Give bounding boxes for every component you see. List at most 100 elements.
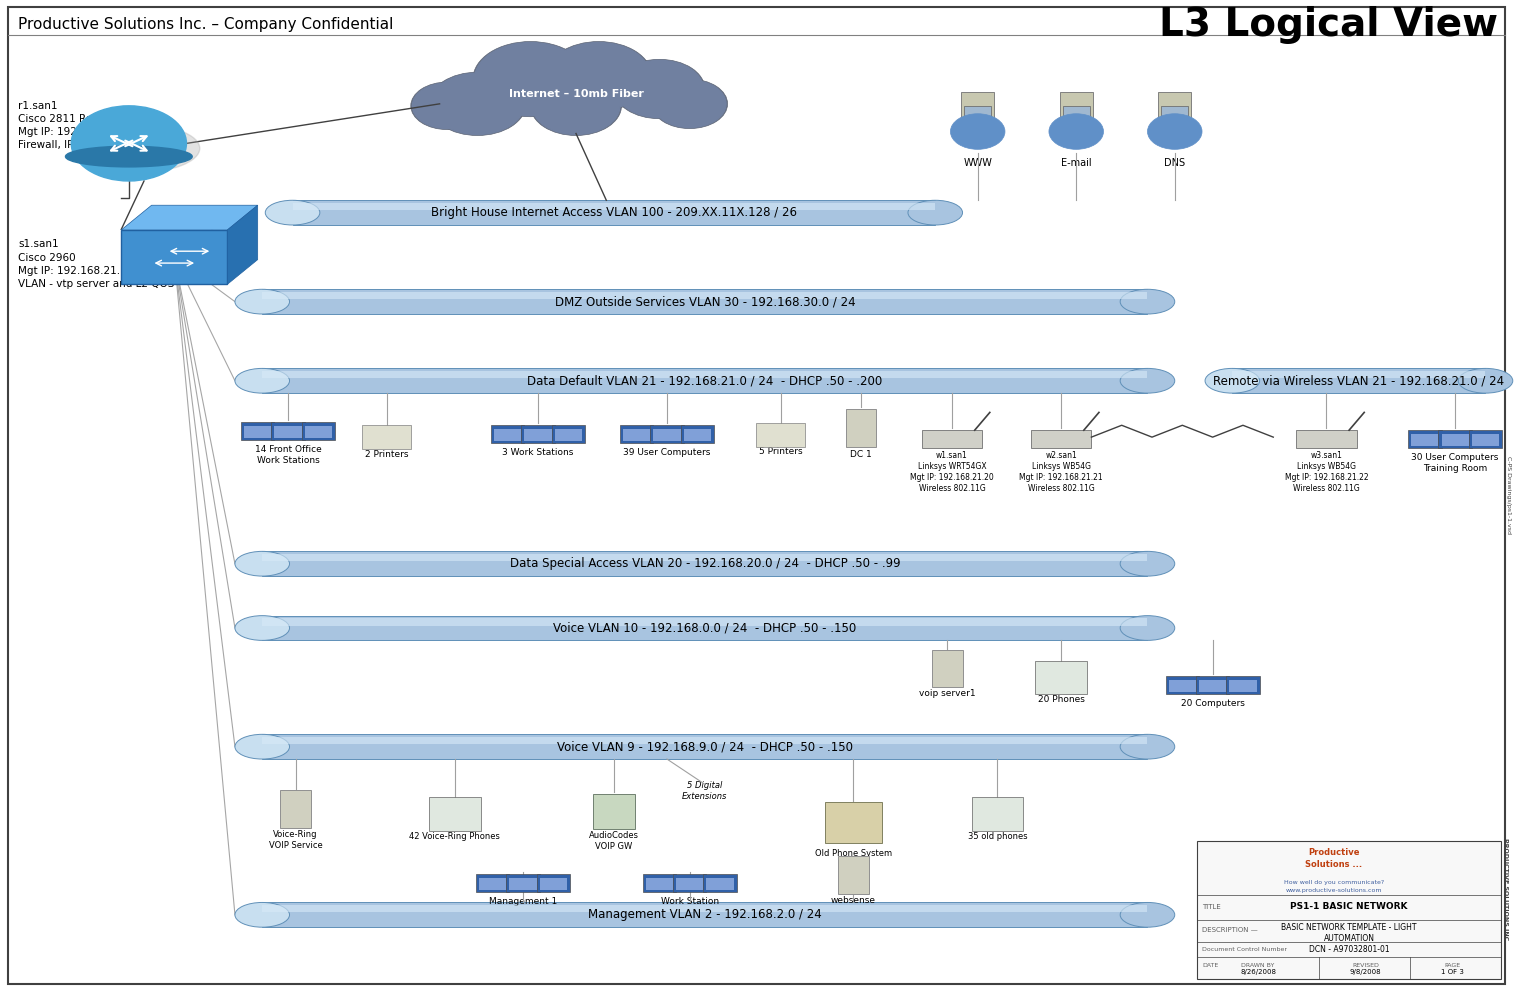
Text: DATE: DATE xyxy=(1203,962,1218,968)
Text: 30 User Computers
Training Room: 30 User Computers Training Room xyxy=(1412,453,1500,473)
Circle shape xyxy=(1049,114,1103,149)
Ellipse shape xyxy=(235,290,289,315)
Ellipse shape xyxy=(1120,552,1175,576)
Circle shape xyxy=(548,43,651,110)
Ellipse shape xyxy=(66,146,192,167)
Text: www.productive-solutions.com: www.productive-solutions.com xyxy=(1286,887,1383,893)
FancyBboxPatch shape xyxy=(263,905,1147,912)
FancyBboxPatch shape xyxy=(824,801,883,843)
Circle shape xyxy=(1147,114,1203,149)
Text: 42 Voice-Ring Phones: 42 Voice-Ring Phones xyxy=(409,832,500,841)
Text: voip server1: voip server1 xyxy=(920,689,975,698)
Circle shape xyxy=(950,114,1004,149)
Text: w2.san1
Linksys WB54G
Mgt IP: 192.168.21.21
Wireless 802.11G: w2.san1 Linksys WB54G Mgt IP: 192.168.21… xyxy=(1020,451,1103,494)
FancyBboxPatch shape xyxy=(263,902,1147,928)
FancyBboxPatch shape xyxy=(521,425,555,443)
FancyBboxPatch shape xyxy=(305,426,332,438)
FancyBboxPatch shape xyxy=(263,734,1147,760)
FancyBboxPatch shape xyxy=(555,429,581,441)
FancyBboxPatch shape xyxy=(263,371,1147,379)
FancyBboxPatch shape xyxy=(1166,676,1200,694)
Text: PRODUCTIVE SOLUTIONS INC.: PRODUCTIVE SOLUTIONS INC. xyxy=(1503,838,1507,943)
FancyBboxPatch shape xyxy=(540,878,568,890)
FancyBboxPatch shape xyxy=(961,92,995,137)
FancyBboxPatch shape xyxy=(1469,430,1503,448)
Text: AudioCodes
VOIP GW: AudioCodes VOIP GW xyxy=(589,831,638,851)
FancyBboxPatch shape xyxy=(292,203,935,211)
FancyBboxPatch shape xyxy=(1229,680,1257,692)
Text: Management VLAN 2 - 192.168.2.0 / 24: Management VLAN 2 - 192.168.2.0 / 24 xyxy=(588,908,821,922)
Circle shape xyxy=(431,73,524,135)
FancyBboxPatch shape xyxy=(241,422,274,440)
Circle shape xyxy=(412,83,481,129)
FancyBboxPatch shape xyxy=(654,429,681,441)
FancyBboxPatch shape xyxy=(1198,841,1501,979)
Text: PS1-1 BASIC NETWORK: PS1-1 BASIC NETWORK xyxy=(1290,902,1407,912)
Text: 20 Phones: 20 Phones xyxy=(1038,695,1084,704)
FancyBboxPatch shape xyxy=(1412,434,1438,446)
FancyBboxPatch shape xyxy=(1441,434,1469,446)
Circle shape xyxy=(614,59,704,119)
Text: Document Control Number: Document Control Number xyxy=(1203,946,1287,952)
FancyBboxPatch shape xyxy=(263,289,1147,315)
FancyBboxPatch shape xyxy=(1409,430,1441,448)
Circle shape xyxy=(615,60,703,118)
FancyBboxPatch shape xyxy=(921,430,983,448)
Text: Bright House Internet Access VLAN 100 - 209.XX.11X.128 / 26: Bright House Internet Access VLAN 100 - … xyxy=(431,206,797,220)
FancyBboxPatch shape xyxy=(537,874,571,892)
Text: 14 Front Office
Work Stations: 14 Front Office Work Stations xyxy=(255,445,321,465)
FancyBboxPatch shape xyxy=(475,874,509,892)
Ellipse shape xyxy=(1120,902,1175,928)
FancyBboxPatch shape xyxy=(363,425,411,449)
Polygon shape xyxy=(122,206,258,230)
Text: 35 old phones: 35 old phones xyxy=(967,832,1027,841)
Text: 2 Printers: 2 Printers xyxy=(365,450,408,459)
Text: Internet – 10mb Fiber: Internet – 10mb Fiber xyxy=(509,89,643,99)
Text: 39 User Computers: 39 User Computers xyxy=(623,448,711,457)
FancyBboxPatch shape xyxy=(623,429,651,441)
Text: C-PS Drawings/ps1-1.vsd: C-PS Drawings/ps1-1.vsd xyxy=(1506,456,1510,533)
Text: WWW: WWW xyxy=(963,158,992,168)
Text: 20 Computers: 20 Computers xyxy=(1181,699,1244,708)
Text: 8/26/2008: 8/26/2008 xyxy=(1240,969,1277,975)
FancyBboxPatch shape xyxy=(620,425,654,443)
FancyBboxPatch shape xyxy=(274,426,301,438)
FancyBboxPatch shape xyxy=(1197,676,1229,694)
FancyBboxPatch shape xyxy=(1169,680,1197,692)
FancyBboxPatch shape xyxy=(683,429,711,441)
Circle shape xyxy=(654,80,726,128)
Text: w3.san1
Linksys WB54G
Mgt IP: 192.168.21.22
Wireless 802.11G: w3.san1 Linksys WB54G Mgt IP: 192.168.21… xyxy=(1284,451,1369,494)
FancyBboxPatch shape xyxy=(478,878,506,890)
FancyBboxPatch shape xyxy=(292,200,935,225)
FancyBboxPatch shape xyxy=(1472,434,1500,446)
FancyBboxPatch shape xyxy=(1060,92,1094,137)
FancyBboxPatch shape xyxy=(846,409,877,447)
Ellipse shape xyxy=(1120,369,1175,394)
Text: DCN - A97032801-01: DCN - A97032801-01 xyxy=(1309,944,1389,954)
FancyBboxPatch shape xyxy=(122,229,228,285)
Circle shape xyxy=(531,76,621,135)
Text: Old Phone System: Old Phone System xyxy=(815,849,892,857)
Text: 5 Digital
Extensions: 5 Digital Extensions xyxy=(683,781,727,801)
Text: DRAWN BY: DRAWN BY xyxy=(1241,962,1275,968)
Ellipse shape xyxy=(1120,734,1175,760)
FancyBboxPatch shape xyxy=(263,554,1147,562)
FancyBboxPatch shape xyxy=(972,797,1023,831)
Text: Data Special Access VLAN 20 - 192.168.20.0 / 24  - DHCP .50 - .99: Data Special Access VLAN 20 - 192.168.20… xyxy=(509,557,900,571)
FancyBboxPatch shape xyxy=(524,429,552,441)
FancyBboxPatch shape xyxy=(263,552,1147,576)
FancyBboxPatch shape xyxy=(1200,680,1226,692)
Text: Management 1: Management 1 xyxy=(489,897,557,906)
Ellipse shape xyxy=(235,552,289,576)
Text: Work Station: Work Station xyxy=(661,897,718,906)
FancyBboxPatch shape xyxy=(1158,92,1192,137)
FancyBboxPatch shape xyxy=(1226,676,1260,694)
Text: TITLE: TITLE xyxy=(1203,904,1221,910)
FancyBboxPatch shape xyxy=(646,878,674,890)
Circle shape xyxy=(546,42,652,111)
FancyBboxPatch shape xyxy=(271,422,305,440)
Text: REVISED: REVISED xyxy=(1352,962,1380,968)
Circle shape xyxy=(71,106,186,181)
FancyBboxPatch shape xyxy=(703,874,737,892)
FancyBboxPatch shape xyxy=(1161,106,1189,122)
